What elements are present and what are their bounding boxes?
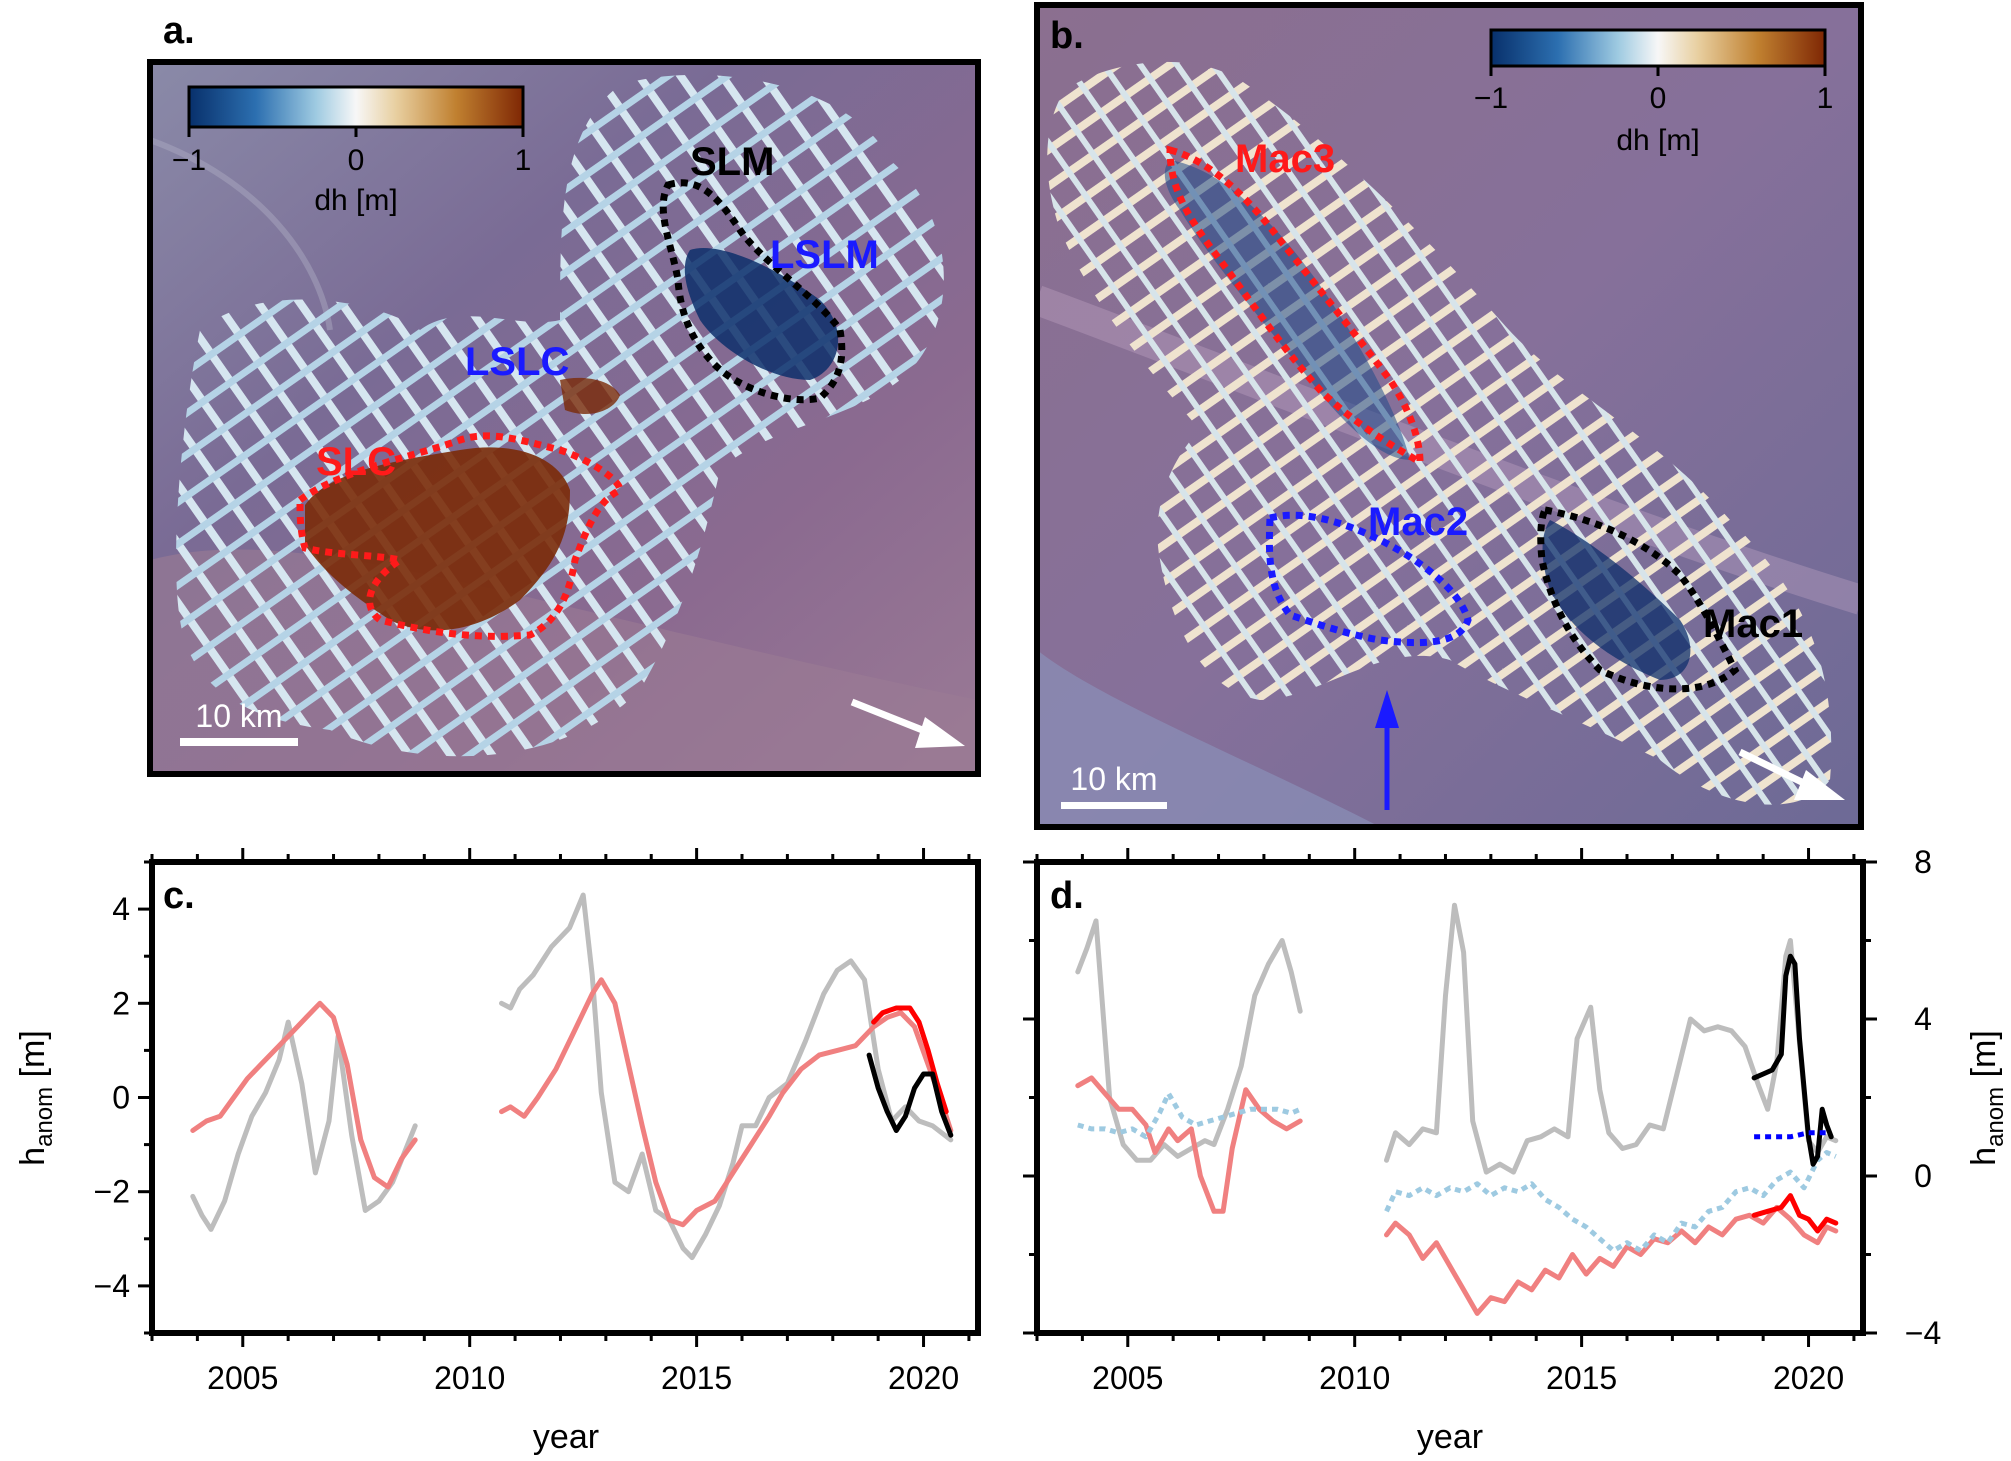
chart-d-y-axis-subscript: anom <box>1982 1087 2009 1147</box>
panel-a-frame <box>147 59 981 777</box>
panel-a-slc-thickening <box>305 447 570 631</box>
panel-a-letter: a. <box>163 10 195 52</box>
chart-c-x-axis-title: year <box>533 1418 599 1456</box>
panel-a-slm-outline <box>659 179 846 404</box>
chart-c-letter: c. <box>163 875 195 917</box>
chart-d-series-0-segment-0 <box>1075 918 1303 1163</box>
chart-c-series-0-segment-1 <box>499 892 954 1261</box>
chart-d-x-tick-label: 2010 <box>1319 1360 1390 1396</box>
panel-b-colorbar <box>1489 28 1827 68</box>
panel-b-scale-label: 10 km <box>1070 761 1157 797</box>
panel-b-label-mac3: Mac3 <box>1235 137 1335 181</box>
chart-d-x-tick-label: 2015 <box>1546 1360 1617 1396</box>
panel-a-label-lslc: LSLC <box>465 340 569 384</box>
panel-a-scale-bar <box>180 738 298 746</box>
chart-d-y-tick-label: 8 <box>1914 844 1932 880</box>
panel-a-map: −1 0 1 dh [m] SLM LSLM LSLC SLC 10 km a. <box>147 10 981 777</box>
chart-c-x-tick-label: 2010 <box>434 1360 505 1396</box>
panel-b-flow-arrow <box>1738 748 1845 800</box>
chart-d-y-axis-units: [m] <box>1965 1030 2003 1087</box>
chart-c-y-tick-label: 2 <box>112 985 130 1021</box>
chart-d-tick-labels: 2005 2010 2015 2020 −4 0 4 8 <box>1092 844 1941 1396</box>
chart-d-series-3-segment-0 <box>1751 1193 1839 1234</box>
panel-b-basemap-shade <box>1037 650 1380 827</box>
panel-b-label-mac2: Mac2 <box>1368 500 1468 544</box>
chart-d-y-axis-title: hanom [m] <box>1965 1030 2009 1166</box>
panel-a-lslm-thinning <box>684 248 839 380</box>
panel-b-colorbar-tick-min: −1 <box>1474 82 1508 115</box>
panel-b-mac1-thinning <box>1542 520 1691 680</box>
panel-b-colorbar-tick-zero: 0 <box>1650 82 1667 115</box>
panel-b-colorbar-tick-max: 1 <box>1817 82 1834 115</box>
panel-a-slc-outline <box>296 432 624 640</box>
chart-d-series-4-segment-0 <box>1751 953 1834 1167</box>
chart-d-x-tick-label: 2005 <box>1092 1360 1163 1396</box>
chart-c: c. 2005 2010 2015 2020 −4 −2 0 2 4 year hanom [m… <box>14 848 981 1456</box>
panel-a-colorbar-tick-max: 1 <box>515 144 532 177</box>
chart-d-series-1-segment-0 <box>1075 1075 1303 1214</box>
chart-d-y-tick-label: 0 <box>1914 1158 1932 1194</box>
chart-c-series-0-segment-0 <box>190 1019 418 1232</box>
panel-a-scale-label: 10 km <box>195 698 282 734</box>
panel-a-lslc-patch <box>560 377 620 415</box>
panel-a-flow-arrow <box>850 698 965 748</box>
panel-b-colorbar-label: dh [m] <box>1616 124 1699 157</box>
chart-c-tick-labels: 2005 2010 2015 2020 −4 −2 0 2 4 <box>94 891 960 1396</box>
chart-c-series-1-segment-0 <box>190 1000 418 1190</box>
chart-d-series-2-segment-0 <box>1077 1091 1302 1140</box>
panel-b-map: −1 0 1 dh [m] Mac3 Mac2 Mac1 10 km b. <box>1034 2 1864 830</box>
chart-d-x-axis-title: year <box>1417 1418 1483 1456</box>
chart-d-series-2-segment-1 <box>1384 1150 1837 1254</box>
chart-c-y-tick-label: −4 <box>94 1268 130 1304</box>
chart-d-letter: d. <box>1050 875 1084 917</box>
chart-d-series-0-segment-1 <box>1384 902 1839 1175</box>
chart-c-series-group <box>190 892 954 1261</box>
chart-c-x-tick-label: 2005 <box>207 1360 278 1396</box>
panel-b-blue-arrow <box>1375 690 1399 810</box>
chart-c-y-tick-label: −2 <box>94 1174 130 1210</box>
panel-a-colorbar <box>187 85 525 129</box>
panel-b-frame <box>1034 2 1864 830</box>
panel-a-label-slm: SLM <box>690 140 774 184</box>
panel-a-colorbar-tick-zero: 0 <box>348 144 365 177</box>
chart-c-y-axis-title: hanom [m] <box>14 1030 58 1166</box>
chart-c-y-axis-subscript: anom <box>31 1087 58 1147</box>
panel-a-label-slc: SLC <box>316 440 396 484</box>
panel-a-colorbar-label: dh [m] <box>314 184 397 217</box>
chart-c-series-1-segment-1 <box>499 977 954 1228</box>
chart-c-frame <box>149 859 981 1336</box>
chart-c-y-tick-label: 4 <box>112 891 130 927</box>
chart-d-y-tick-label: 4 <box>1914 1001 1932 1037</box>
panel-a-colorbar-tick-min: −1 <box>172 144 206 177</box>
chart-d-x-tick-label: 2020 <box>1773 1360 1844 1396</box>
chart-d-series-5-segment-0 <box>1754 1130 1827 1140</box>
panel-b-scale-bar <box>1061 802 1167 809</box>
chart-c-x-tick-label: 2020 <box>888 1360 959 1396</box>
chart-d-series-group <box>1075 902 1839 1316</box>
panel-b-mac1-outline <box>1537 506 1740 693</box>
chart-d-y-tick-label: −4 <box>1905 1315 1941 1351</box>
panel-b-mac3-thinning <box>1164 160 1410 460</box>
chart-c-x-tick-label: 2015 <box>661 1360 732 1396</box>
panel-b-label-mac1: Mac1 <box>1703 602 1803 646</box>
panel-b-mac3-outline <box>1166 145 1424 469</box>
chart-d: d. 2005 2010 2015 2020 −4 0 4 8 year hanom [m] <box>1023 844 2009 1456</box>
chart-d-ticks <box>1023 848 1877 1347</box>
chart-d-series-1-segment-1 <box>1384 1204 1839 1316</box>
chart-c-y-tick-label: 0 <box>112 1080 130 1116</box>
panel-a-label-lslm: LSLM <box>770 233 879 277</box>
chart-d-frame <box>1034 859 1866 1336</box>
panel-b-letter: b. <box>1050 15 1084 57</box>
chart-c-series-3-segment-0 <box>866 1052 954 1138</box>
chart-c-y-axis-units: [m] <box>14 1030 52 1087</box>
